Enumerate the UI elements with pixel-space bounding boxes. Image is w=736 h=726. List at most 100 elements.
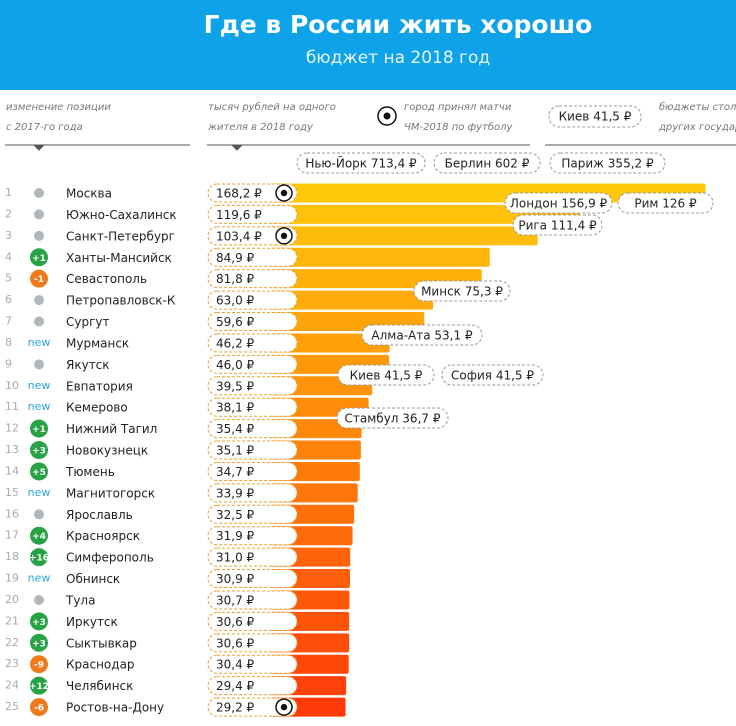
change-badge <box>30 248 48 267</box>
position-change: -6 <box>34 704 44 714</box>
value-pill <box>207 654 298 674</box>
reference-pill <box>504 192 613 214</box>
column-note: других государств <box>658 122 736 133</box>
value-pill <box>207 697 298 717</box>
value-pill <box>207 419 298 439</box>
ball-icon <box>377 106 397 126</box>
position-change: +1 <box>32 425 46 435</box>
column-note: изменение позиции <box>6 102 111 113</box>
change-badge <box>30 655 48 674</box>
value-pill <box>207 226 298 246</box>
reference-pill <box>549 152 666 174</box>
no-change-dot <box>34 295 44 306</box>
value-label: 31,0 ₽ <box>216 551 255 565</box>
value-label: 29,2 ₽ <box>216 701 255 715</box>
chart-title: Где в России жить хорошо <box>204 10 593 39</box>
value-pill <box>207 547 298 567</box>
rank: 10 <box>5 379 19 392</box>
category-label: Ростов-на-Дону <box>66 701 164 715</box>
value-pill <box>207 354 298 374</box>
ball-patch <box>280 703 288 711</box>
value-label: 103,4 ₽ <box>216 229 262 243</box>
bar <box>270 290 434 310</box>
value-pill <box>207 376 298 396</box>
change-badge <box>30 526 48 545</box>
category-label: Петропавловск-К <box>66 294 176 308</box>
value-label: 30,6 ₽ <box>216 615 255 629</box>
reference-pill <box>441 364 544 386</box>
column-note: с 2017-го года <box>6 122 83 133</box>
category-label: Новокузнецк <box>66 444 148 458</box>
category-label: Кемерово <box>66 401 128 415</box>
rank: 24 <box>5 679 19 692</box>
position-change: new <box>28 379 51 392</box>
reference-pill <box>336 407 449 429</box>
position-change: +1 <box>32 254 46 264</box>
ball-patch <box>280 232 288 240</box>
value-label: 32,5 ₽ <box>216 508 255 522</box>
category-label: Тюмень <box>65 465 115 479</box>
value-pill <box>207 461 298 481</box>
column-note: ЧМ-2018 по футболу <box>404 121 514 133</box>
value-pill <box>207 290 298 310</box>
change-badge <box>30 462 48 481</box>
rank: 20 <box>5 593 19 606</box>
category-label: Обнинск <box>66 572 120 586</box>
reference-label: Париж 355,2 ₽ <box>561 157 654 171</box>
rank: 22 <box>5 636 19 649</box>
value-label: 34,7 ₽ <box>216 465 255 479</box>
reference-pill <box>617 192 714 214</box>
position-change: new <box>28 486 51 499</box>
legend-example: Киев 41,5 ₽ <box>559 110 632 124</box>
rank: 18 <box>5 550 19 563</box>
value-pill <box>207 269 298 289</box>
rank: 15 <box>5 486 19 499</box>
category-label: Севастополь <box>66 272 147 286</box>
category-label: Ханты-Мансийск <box>66 251 172 265</box>
rank: 16 <box>5 507 19 520</box>
column-note: тысяч рублей на одного <box>208 101 336 113</box>
category-label: Краснодар <box>66 658 135 672</box>
category-label: Мурманск <box>66 336 129 350</box>
rank: 21 <box>5 614 19 627</box>
reference-pill <box>433 152 541 174</box>
rank: 5 <box>5 272 12 285</box>
rank: 6 <box>5 293 12 306</box>
category-label: Санкт-Петербург <box>66 229 175 243</box>
reference-label: Алма-Ата 53,1 ₽ <box>371 329 473 343</box>
header-banner <box>0 0 736 90</box>
value-label: 39,5 ₽ <box>216 379 255 393</box>
ball-patch <box>280 189 288 197</box>
rank: 7 <box>5 315 12 328</box>
category-label: Сургут <box>66 315 110 329</box>
value-label: 59,6 ₽ <box>216 315 255 329</box>
category-label: Ярославль <box>66 508 133 522</box>
value-pill <box>207 312 298 332</box>
reference-label: Минск 75,3 ₽ <box>421 285 503 299</box>
column-note: город принял матчи <box>404 102 512 113</box>
no-change-dot <box>34 594 44 605</box>
change-badge <box>30 676 48 695</box>
ball-icon <box>275 227 293 245</box>
value-label: 84,9 ₽ <box>216 251 255 265</box>
value-pill <box>207 569 298 589</box>
value-pill <box>207 504 298 524</box>
no-change-dot <box>34 230 44 241</box>
value-pill <box>207 440 298 460</box>
bar <box>270 247 490 267</box>
rank: 9 <box>5 357 12 370</box>
rank: 13 <box>5 443 19 456</box>
chart-subtitle: бюджет на 2018 год <box>306 48 490 68</box>
column-note: бюджеты столиц <box>659 101 736 113</box>
value-pill <box>207 204 298 224</box>
rank: 8 <box>5 336 12 349</box>
value-label: 35,4 ₽ <box>216 422 255 436</box>
category-label: Красноярск <box>66 529 140 543</box>
reference-pill <box>361 324 483 346</box>
change-badge <box>30 441 48 460</box>
value-label: 30,7 ₽ <box>216 593 255 607</box>
bar <box>270 204 580 224</box>
legend-pill <box>548 105 642 128</box>
value-pill <box>207 397 298 417</box>
category-label: Иркутск <box>66 615 118 629</box>
